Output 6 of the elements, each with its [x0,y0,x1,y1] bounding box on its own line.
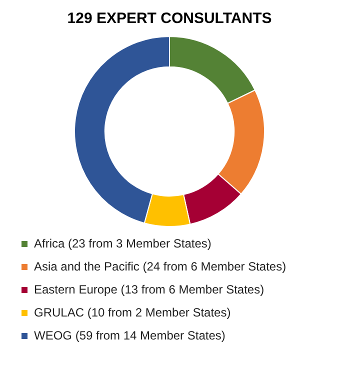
legend-label: Eastern Europe (13 from 6 Member States) [34,282,264,296]
legend-label: Africa (23 from 3 Member States) [34,236,212,250]
legend-label: Asia and the Pacific (24 from 6 Member States) [34,259,286,274]
chart-title: 129 EXPERT CONSULTANTS [67,10,272,28]
legend-label: WEOG (59 from 14 Member States) [34,328,226,342]
legend-label: GRULAC (10 from 2 Member States) [34,305,231,320]
